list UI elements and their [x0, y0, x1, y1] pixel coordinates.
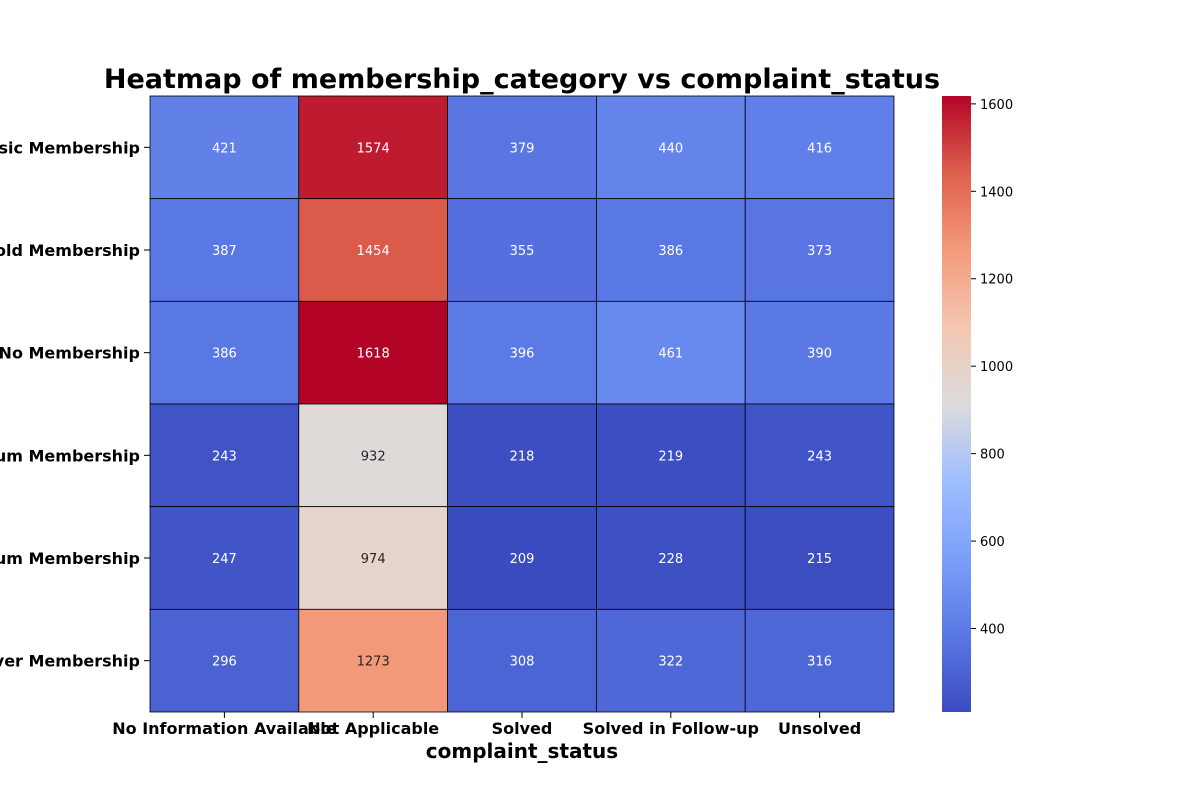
cell-value-label: 219: [658, 449, 683, 464]
colorbar-tick-label: 800: [980, 448, 1005, 463]
heatmap-cell: [298, 506, 448, 610]
heatmap-cell: [298, 300, 448, 405]
colorbar-tick-label: 600: [980, 535, 1005, 550]
heatmap-cell: [596, 300, 746, 405]
cell-value-label: 1273: [357, 655, 390, 670]
cell-value-label: 396: [510, 347, 535, 362]
heatmap-cell: [744, 608, 895, 713]
cell-value-label: 243: [807, 449, 832, 464]
y-tick-label: Silver Membership: [0, 652, 140, 671]
cell-value-label: 218: [510, 449, 535, 464]
cell-value-label: 209: [510, 552, 535, 567]
colorbar-tick-label: 1000: [980, 360, 1013, 375]
heatmap-cells: 421 1574 379 440 416 387 1454 355 386 373 386 1618 3…: [149, 95, 895, 713]
heatmap-cell: [596, 608, 746, 713]
cell-value-label: 440: [658, 141, 683, 156]
heatmap-cell: [298, 608, 448, 713]
y-tick-label: No Membership: [0, 344, 140, 363]
colorbar-tick-label: 1600: [980, 98, 1013, 113]
cell-value-label: 247: [212, 552, 237, 567]
colorbar-ticks: 400 600 800 1000 1200 1400 1600: [971, 98, 1013, 637]
cell-value-label: 386: [212, 347, 237, 362]
cell-value-label: 416: [807, 141, 832, 156]
x-tick-label: Unsolved: [778, 719, 861, 738]
heatmap-cell: [744, 506, 895, 610]
heatmap-cell: [298, 198, 448, 302]
cell-value-label: 379: [510, 141, 535, 156]
heatmap-cell: [149, 95, 300, 200]
cell-value-label: 373: [807, 244, 832, 259]
heatmap-cell: [447, 300, 597, 405]
cell-value-label: 421: [212, 141, 237, 156]
x-tick-label: Solved in Follow-up: [583, 719, 759, 738]
cell-value-label: 215: [807, 552, 832, 567]
heatmap-cell: [298, 95, 448, 200]
heatmap-cell: [744, 95, 895, 200]
y-tick-labels: Basic Membership Gold Membership No Member…: [0, 138, 150, 671]
cell-value-label: 308: [510, 655, 535, 670]
cell-value-label: 322: [658, 655, 683, 670]
cell-value-label: 932: [361, 449, 386, 464]
heatmap-cell: [149, 506, 300, 610]
x-axis-label: complaint_status: [426, 739, 618, 763]
cell-value-label: 228: [658, 552, 683, 567]
heatmap-cell: [298, 403, 448, 508]
colorbar: [942, 96, 971, 712]
cell-value-label: 316: [807, 655, 832, 670]
cell-value-label: 461: [658, 347, 683, 362]
heatmap-cell: [447, 608, 597, 713]
cell-value-label: 386: [658, 244, 683, 259]
heatmap-cell: [596, 403, 746, 508]
y-tick-label: Gold Membership: [0, 241, 140, 260]
heatmap-cell: [447, 506, 597, 610]
heatmap-cell: [149, 198, 300, 302]
chart-title: Heatmap of membership_category vs compla…: [104, 64, 940, 95]
cell-value-label: 296: [212, 655, 237, 670]
heatmap-cell: [744, 198, 895, 302]
x-tick-label: No Information Available: [112, 719, 336, 738]
y-tick-label: Basic Membership: [0, 138, 140, 157]
heatmap-cell: [596, 95, 746, 200]
colorbar-tick-label: 400: [980, 622, 1005, 637]
heatmap-cell: [744, 300, 895, 405]
cell-value-label: 1618: [357, 347, 390, 362]
cell-value-label: 387: [212, 244, 237, 259]
cell-value-label: 390: [807, 347, 832, 362]
y-tick-label: Premium Membership: [0, 549, 140, 568]
heatmap-cell: [744, 403, 895, 508]
colorbar-tick-label: 1200: [980, 273, 1013, 288]
cell-value-label: 243: [212, 449, 237, 464]
heatmap-cell: [447, 95, 597, 200]
heatmap-cell: [447, 403, 597, 508]
y-tick-label: Platinum Membership: [0, 446, 140, 465]
x-tick-label: Not Applicable: [307, 719, 439, 738]
heatmap-cell: [447, 198, 597, 302]
cell-value-label: 1574: [357, 141, 390, 156]
cell-value-label: 355: [510, 244, 535, 259]
cell-value-label: 974: [361, 552, 386, 567]
x-tick-label: Solved: [492, 719, 553, 738]
colorbar-tick-label: 1400: [980, 185, 1013, 200]
cell-value-label: 1454: [357, 244, 390, 259]
